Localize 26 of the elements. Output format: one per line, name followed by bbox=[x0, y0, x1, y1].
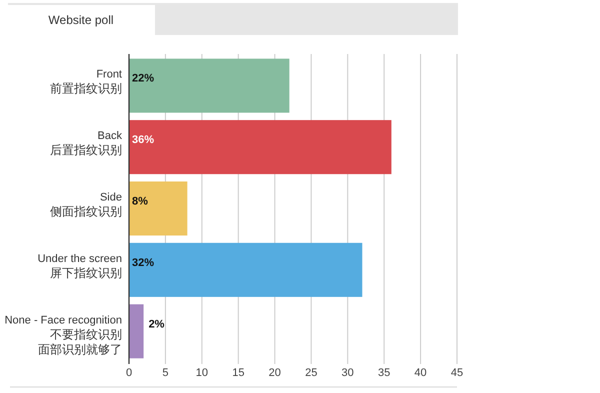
y-tick-label: Front 前置指纹识别 bbox=[50, 68, 122, 96]
data-label: 2% bbox=[148, 318, 165, 330]
x-tick-label: 45 bbox=[450, 367, 464, 379]
bar bbox=[129, 242, 362, 297]
y-tick-label: Side 侧面指纹识别 bbox=[50, 192, 122, 218]
y-tick-label: Back 后置指纹识别 bbox=[50, 130, 122, 158]
x-tick-label: 0 bbox=[126, 367, 132, 379]
y-tick-label: Under the screen 屏下指纹识别 bbox=[38, 252, 122, 280]
data-label: 36% bbox=[132, 134, 154, 146]
x-tick-label: 35 bbox=[378, 367, 390, 379]
x-tick-label: 40 bbox=[414, 367, 427, 379]
data-label: 8% bbox=[132, 196, 148, 208]
chart-title: Website poll bbox=[48, 13, 114, 27]
x-tick-label: 20 bbox=[268, 367, 281, 379]
x-tick-label: 10 bbox=[196, 367, 208, 379]
bar bbox=[129, 120, 392, 174]
x-tick-label: 5 bbox=[162, 367, 169, 379]
data-label: 22% bbox=[132, 72, 154, 85]
bar bbox=[129, 304, 144, 358]
x-tick-label: 15 bbox=[232, 367, 244, 379]
x-tick-label: 30 bbox=[342, 367, 354, 379]
data-label: 32% bbox=[132, 256, 154, 269]
x-tick-label: 25 bbox=[305, 367, 318, 379]
bar bbox=[129, 58, 290, 113]
bar bbox=[129, 181, 188, 236]
y-tick-label: None - Face recognition 不要指纹识别面部识别就够了 bbox=[4, 314, 122, 356]
